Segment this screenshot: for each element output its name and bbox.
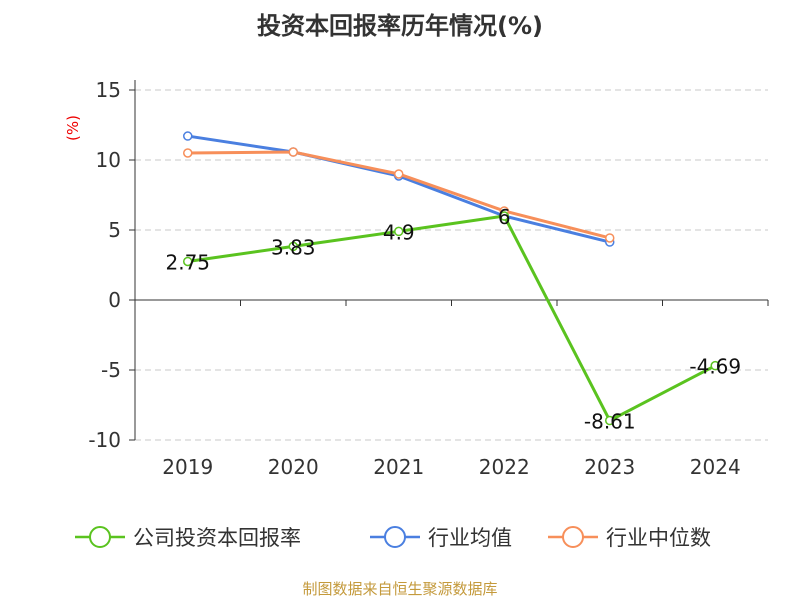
data-point xyxy=(394,169,404,179)
data-point xyxy=(605,415,615,426)
legend-marker xyxy=(562,526,584,548)
y-tick-label: 5 xyxy=(108,218,121,242)
data-point xyxy=(605,233,615,243)
data-point xyxy=(394,226,404,237)
x-tick-label: 2024 xyxy=(690,455,741,479)
x-tick-label: 2022 xyxy=(479,455,530,479)
data-label: 4.9 xyxy=(383,220,415,244)
data-point xyxy=(710,360,720,371)
data-label: 6 xyxy=(498,205,511,229)
x-tick-label: 2020 xyxy=(268,455,319,479)
chart-title: 投资本回报率历年情况(%) xyxy=(257,12,543,40)
data-point xyxy=(288,147,298,157)
legend-label: 行业均值 xyxy=(428,526,512,550)
legend-marker xyxy=(89,526,111,548)
x-tick-label: 2021 xyxy=(373,455,424,479)
data-point xyxy=(183,131,193,141)
x-tick-label: 2019 xyxy=(162,455,213,479)
data-label: 3.83 xyxy=(271,235,316,259)
x-tick-label: 2023 xyxy=(584,455,635,479)
y-axis-label: (%) xyxy=(64,115,82,141)
y-tick-label: 15 xyxy=(96,78,121,102)
source-footer: 制图数据来自恒生聚源数据库 xyxy=(302,580,498,598)
y-tick-label: -10 xyxy=(88,428,121,452)
data-point xyxy=(288,241,298,252)
y-tick-label: 0 xyxy=(108,288,121,312)
data-label: -8.61 xyxy=(584,410,636,434)
data-point xyxy=(183,148,193,158)
series-line xyxy=(187,214,716,423)
legend-label: 行业中位数 xyxy=(606,526,711,550)
y-tick-label: 10 xyxy=(96,148,121,172)
data-point xyxy=(183,256,193,267)
data-label: 2.75 xyxy=(165,251,210,275)
legend-marker xyxy=(384,526,406,548)
y-tick-label: -5 xyxy=(101,358,121,382)
data-label: -4.69 xyxy=(689,355,741,379)
legend-label: 公司投资本回报率 xyxy=(133,526,301,550)
data-point xyxy=(499,211,509,221)
